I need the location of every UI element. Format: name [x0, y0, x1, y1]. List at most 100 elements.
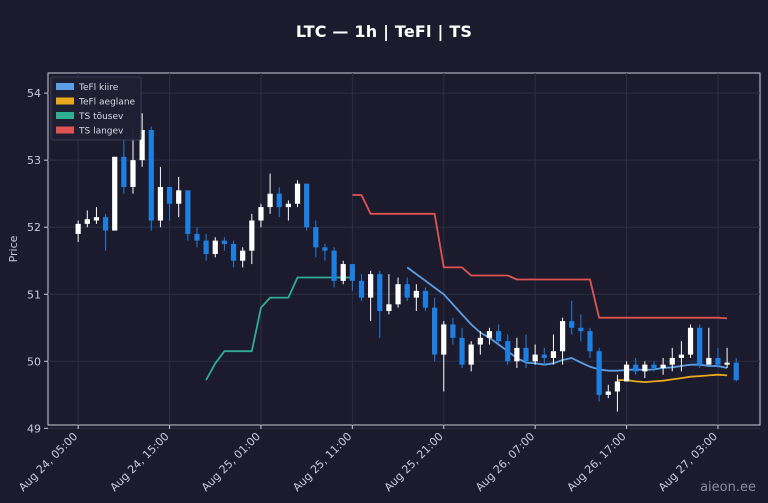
candle-body — [697, 327, 703, 365]
candle-body — [395, 284, 401, 305]
candle-body — [157, 186, 164, 221]
y-tick-label: 53 — [27, 154, 41, 167]
candle-body — [285, 203, 291, 208]
legend-swatch — [56, 97, 74, 105]
candle-body — [596, 351, 602, 395]
candle-body — [687, 327, 694, 355]
candle-body — [459, 337, 465, 365]
candle-body — [678, 354, 684, 358]
indicator-lines — [205, 194, 728, 384]
y-axis-label: Price — [7, 235, 20, 262]
chart-title: LTC — 1h | TeFl | TS — [295, 22, 473, 41]
candle-body — [660, 364, 666, 369]
candle-body — [212, 240, 218, 255]
legend-label: TS tõusev — [78, 112, 124, 122]
y-tick-label: 50 — [27, 355, 41, 368]
x-tick-label: Aug 26, 07:00 — [473, 430, 537, 494]
series-line-ts-t-usev — [205, 276, 353, 381]
legend-label: TS langev — [78, 127, 124, 137]
candle-body — [358, 280, 365, 298]
candle-body — [569, 321, 575, 328]
x-tick-label: Aug 24, 15:00 — [108, 430, 172, 494]
candle-body — [139, 129, 145, 161]
candle-body — [194, 233, 200, 241]
candle-body — [587, 331, 593, 352]
x-tick-label: Aug 25, 01:00 — [199, 430, 263, 494]
candle-body — [578, 327, 584, 332]
y-tick-label: 54 — [27, 87, 41, 100]
legend-swatch — [56, 83, 74, 90]
candle-body — [505, 341, 511, 362]
x-tick-label: Aug 25, 21:00 — [382, 430, 446, 494]
candle-body — [450, 324, 456, 338]
candle-body — [240, 250, 246, 261]
candle-body — [304, 183, 310, 228]
legend-label: TeFl kiire — [78, 83, 119, 93]
candle-body — [441, 324, 447, 355]
candle-body — [294, 183, 301, 204]
candle-body — [541, 354, 547, 358]
candle-body — [322, 247, 328, 251]
candle-body — [203, 240, 209, 255]
candle-body — [623, 364, 630, 382]
candle-body — [550, 351, 557, 358]
candle-body — [267, 193, 273, 208]
candle-body — [432, 307, 438, 355]
candle-body — [166, 186, 173, 204]
candle-body — [130, 160, 136, 187]
watermark: aieon.ee — [700, 480, 756, 495]
candles — [75, 113, 739, 412]
legend: TeFl kiire TeFl aeglane TS tõusev TS langev — [50, 76, 142, 141]
candle-body — [404, 284, 410, 298]
candle-body — [523, 347, 529, 362]
candle-body — [514, 347, 520, 362]
candle-body — [413, 290, 419, 298]
legend-box — [50, 76, 142, 141]
candle-body — [377, 274, 383, 312]
candle-body — [605, 391, 611, 395]
candle-body — [651, 364, 657, 369]
candle-body — [221, 240, 228, 244]
candle-body — [422, 290, 429, 308]
candle-body — [486, 331, 493, 338]
candle-body — [706, 357, 712, 365]
candle-body — [75, 223, 81, 234]
candle-body — [331, 250, 337, 281]
candle-body — [84, 219, 90, 224]
series-line-tefl-aeglane — [617, 373, 728, 384]
legend-swatch — [56, 112, 74, 119]
y-tick-label: 49 — [27, 422, 41, 435]
candle-body — [276, 193, 282, 208]
candle-body — [559, 321, 566, 352]
candle-body — [185, 190, 191, 234]
candle-body — [733, 362, 739, 381]
candle-body — [614, 381, 621, 392]
candle-body — [633, 364, 639, 372]
candle-body — [93, 217, 100, 221]
candle-body — [715, 357, 721, 365]
candle-body — [468, 344, 474, 365]
candle-body — [477, 337, 483, 345]
x-tick-label: Aug 26, 17:00 — [565, 430, 629, 494]
candle-body — [230, 243, 237, 261]
x-tick-label: Aug 24, 05:00 — [16, 430, 80, 494]
candle-body — [313, 227, 319, 248]
candle-body — [495, 331, 502, 342]
y-tick-label: 52 — [27, 221, 41, 234]
x-tick-label: Aug 25, 11:00 — [290, 430, 354, 494]
candle-body — [258, 207, 264, 221]
candle-body — [532, 354, 538, 362]
candle-body — [368, 274, 374, 298]
y-tick-label: 51 — [27, 288, 41, 301]
candle-body — [340, 264, 346, 281]
candle-body — [349, 264, 355, 281]
plot-area — [47, 72, 761, 426]
candle-body — [642, 364, 648, 372]
legend-swatch — [56, 126, 74, 134]
candle-body — [148, 129, 154, 221]
candle-body — [386, 304, 392, 312]
series-line-tefl-kiire — [406, 266, 728, 372]
series-line-ts-langev — [352, 194, 728, 320]
candle-body — [669, 357, 675, 365]
